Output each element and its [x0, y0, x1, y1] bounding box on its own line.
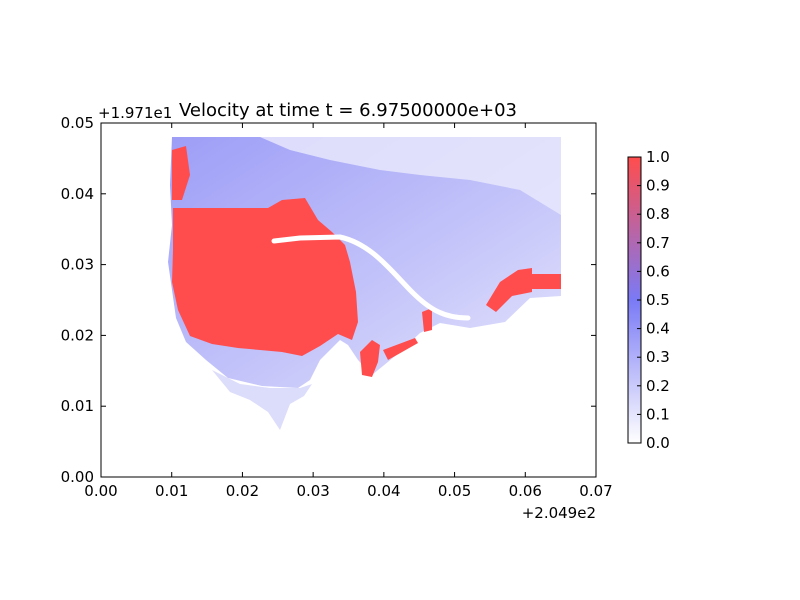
y-tick-label: 0.04 [61, 185, 94, 203]
velocity-field [168, 137, 561, 430]
x-tick-label: 0.06 [509, 482, 542, 500]
x-tick-label: 0.03 [296, 482, 329, 500]
colorbar-tick-label: 0.1 [646, 405, 670, 423]
colorbar-tick-label: 0.3 [646, 348, 670, 366]
colorbar-tick-label: 0.6 [646, 262, 670, 280]
y-tick-label: 0.01 [61, 397, 94, 415]
x-offset-label: +2.049e2 [522, 504, 596, 522]
x-tick-label: 0.00 [84, 482, 117, 500]
red-inlet-arm [486, 268, 532, 312]
colorbar-tick-label: 0.9 [646, 177, 670, 195]
channel-line [271, 234, 471, 321]
x-tick-label: 0.02 [226, 482, 259, 500]
y-tick-label: 0.05 [61, 114, 94, 132]
red-patch-south [360, 340, 380, 377]
x-tick-label: 0.04 [367, 482, 400, 500]
colorbar-tick-label: 1.0 [646, 148, 670, 166]
x-tick-label: 0.01 [155, 482, 188, 500]
colorbar-tick-label: 0.5 [646, 291, 670, 309]
y-offset-label: +1.971e1 [98, 104, 172, 122]
x-tick-label: 0.05 [438, 482, 471, 500]
red-patch-mid [422, 308, 432, 332]
y-axis-ticks: 0.00 0.01 0.02 0.03 0.04 0.05 [61, 114, 596, 486]
y-tick-label: 0.02 [61, 326, 94, 344]
colorbar-ticks: 0.0 0.1 0.2 0.3 0.4 0.5 0.6 0.7 0.8 0.9 1.0 [637, 148, 670, 452]
colorbar-tick-label: 0.7 [646, 234, 670, 252]
x-axis-ticks: 0.00 0.01 0.02 0.03 0.04 0.05 0.06 0.07 [84, 123, 613, 500]
chart-title: Velocity at time t = 6.97500000e+03 [179, 100, 517, 121]
red-streak-north [172, 146, 190, 200]
colorbar-tick-label: 0.4 [646, 320, 670, 338]
southern-fringe [212, 370, 312, 430]
x-tick-label: 0.07 [579, 482, 612, 500]
colorbar-tick-label: 0.0 [646, 434, 670, 452]
y-tick-label: 0.03 [61, 256, 94, 274]
plot-frame [100, 122, 597, 478]
colorbar-tick-label: 0.8 [646, 205, 670, 223]
upper-light-region [260, 137, 561, 215]
y-tick-label: 0.00 [61, 468, 94, 486]
colorbar-tick-label: 0.2 [646, 377, 670, 395]
red-shore-strip [383, 338, 418, 360]
red-east-bar [532, 274, 561, 289]
